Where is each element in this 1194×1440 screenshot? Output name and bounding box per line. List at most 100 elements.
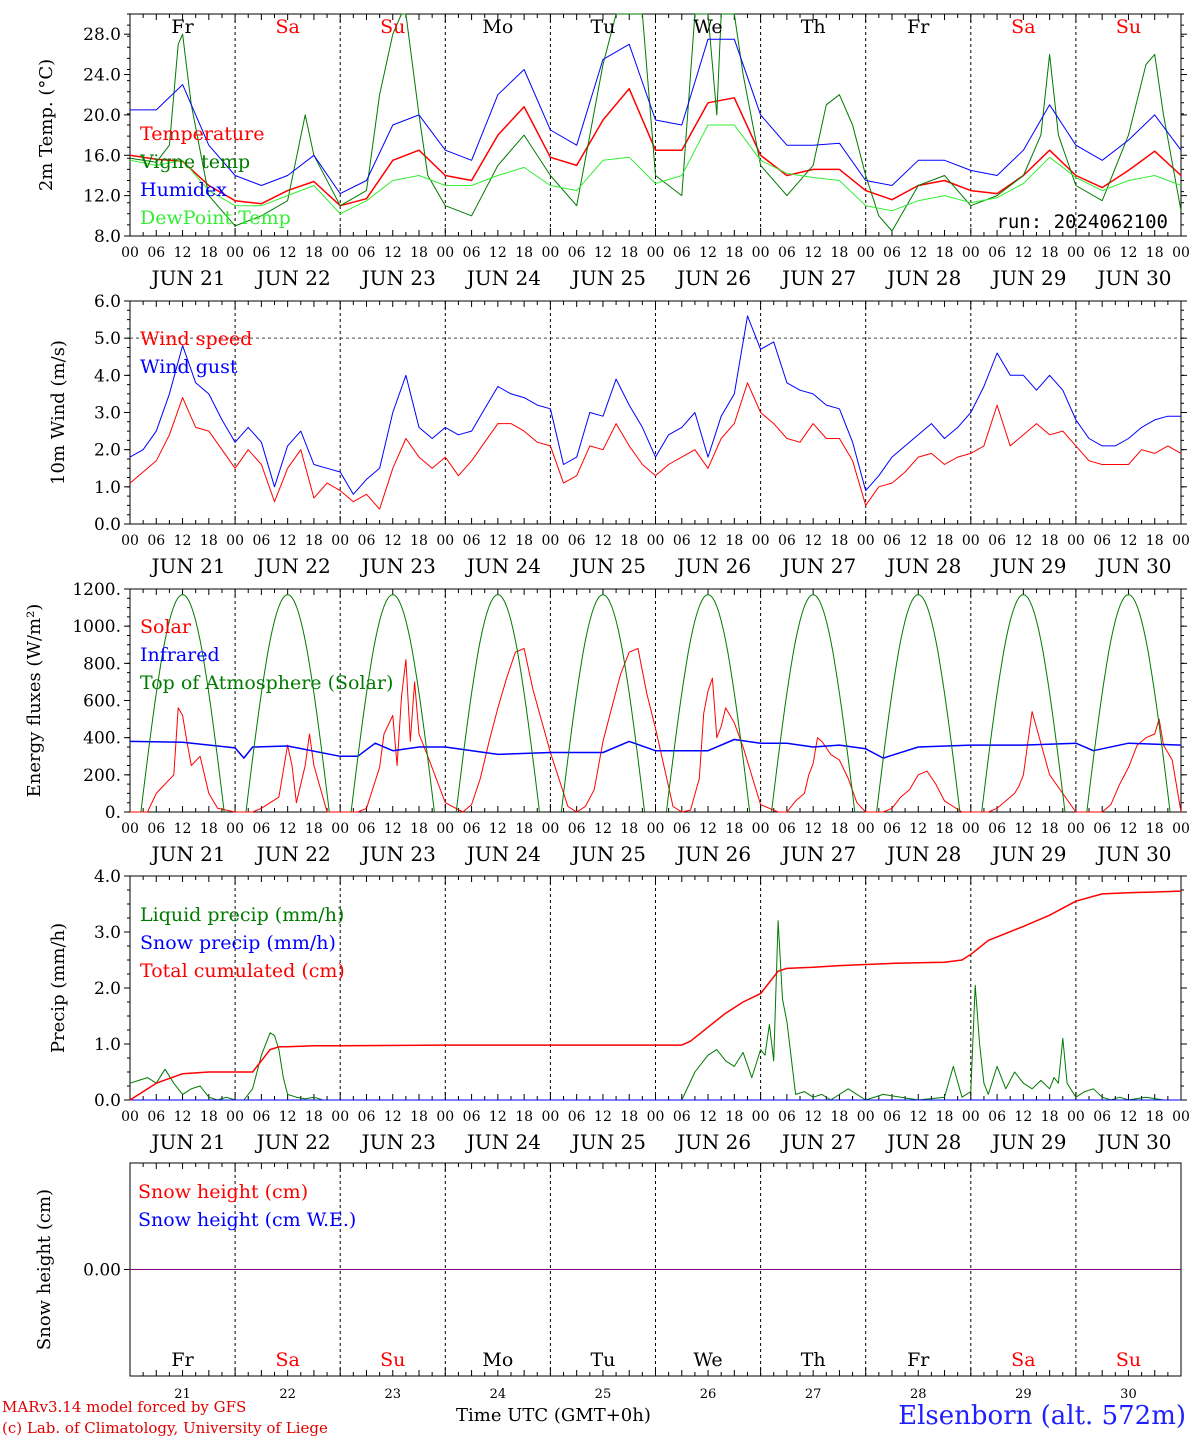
day-label: JUN 26 bbox=[675, 1130, 751, 1154]
hour-tick-label: 12 bbox=[489, 1109, 507, 1125]
hour-tick-label: 06 bbox=[147, 533, 165, 549]
y-axis-title: Precip (mm/h) bbox=[48, 923, 69, 1053]
day-label: JUN 28 bbox=[885, 1130, 961, 1154]
hour-tick-label: 18 bbox=[200, 821, 218, 837]
y-tick-label: 400. bbox=[83, 729, 121, 749]
hour-tick-label: 06 bbox=[147, 245, 165, 261]
hour-tick-label: 06 bbox=[778, 821, 796, 837]
hour-tick-label: 06 bbox=[147, 821, 165, 837]
hour-tick-label: 18 bbox=[936, 821, 954, 837]
legend-entry: Temperature bbox=[140, 123, 264, 145]
hour-tick-label: 00 bbox=[226, 533, 244, 549]
hour-tick-label: 12 bbox=[174, 245, 192, 261]
day-label: JUN 30 bbox=[1095, 842, 1171, 866]
hour-tick-label: 00 bbox=[647, 245, 665, 261]
hour-tick-label: 12 bbox=[594, 533, 612, 549]
hour-tick-label: 06 bbox=[988, 245, 1006, 261]
day-label: JUN 24 bbox=[465, 1130, 541, 1154]
day-label: JUN 26 bbox=[675, 554, 751, 578]
hour-tick-label: 18 bbox=[936, 1109, 954, 1125]
weekday-label: Sa bbox=[1011, 1349, 1035, 1371]
hour-tick-label: 00 bbox=[752, 245, 770, 261]
weekday-label: Sa bbox=[275, 1349, 299, 1371]
day-label: JUN 25 bbox=[570, 266, 646, 290]
hour-tick-label: 18 bbox=[831, 821, 849, 837]
day-number-label: 25 bbox=[595, 1387, 612, 1400]
legend-entry: Snow precip (mm/h) bbox=[140, 932, 336, 954]
hour-tick-label: 12 bbox=[1014, 821, 1032, 837]
day-label: JUN 26 bbox=[675, 266, 751, 290]
y-axis-title: Energy fluxes (W/m²) bbox=[24, 604, 45, 798]
legend-entry: Humidex bbox=[140, 179, 227, 201]
day-label: JUN 24 bbox=[465, 842, 541, 866]
hour-tick-label: 12 bbox=[279, 821, 297, 837]
hour-tick-label: 18 bbox=[620, 1109, 638, 1125]
day-label: JUN 23 bbox=[360, 266, 436, 290]
hour-tick-label: 12 bbox=[384, 1109, 402, 1125]
hour-tick-label: 06 bbox=[988, 1109, 1006, 1125]
hour-tick-label: 18 bbox=[410, 245, 428, 261]
legend-entry: Infrared bbox=[140, 644, 220, 666]
series-line-toa-solar bbox=[876, 594, 961, 813]
day-label: JUN 21 bbox=[149, 842, 225, 866]
hour-tick-label: 12 bbox=[384, 821, 402, 837]
day-label: JUN 21 bbox=[149, 554, 225, 578]
hour-tick-label: 06 bbox=[358, 533, 376, 549]
hour-tick-label: 06 bbox=[673, 533, 691, 549]
day-label: JUN 28 bbox=[885, 266, 961, 290]
hour-tick-label: 12 bbox=[594, 821, 612, 837]
legend-entry: DewPoint Temp bbox=[140, 207, 291, 229]
y-tick-label: 4.0 bbox=[94, 867, 121, 887]
series-line-toa-solar bbox=[665, 594, 751, 813]
hour-tick-label: 06 bbox=[988, 533, 1006, 549]
hour-tick-label: 00 bbox=[541, 821, 559, 837]
y-tick-label: 200. bbox=[83, 766, 121, 786]
hour-tick-label: 12 bbox=[804, 245, 822, 261]
weekday-label: Su bbox=[380, 16, 405, 38]
legend-entry: Solar bbox=[140, 616, 192, 638]
weekday-label: Mo bbox=[482, 1349, 513, 1371]
series-line-toa-solar bbox=[981, 594, 1066, 813]
y-tick-label: 8.0 bbox=[94, 227, 121, 247]
hour-tick-label: 18 bbox=[1146, 821, 1164, 837]
hour-tick-label: 00 bbox=[962, 245, 980, 261]
weekday-label: We bbox=[693, 1349, 722, 1371]
hour-tick-label: 12 bbox=[909, 533, 927, 549]
hour-tick-label: 00 bbox=[121, 245, 139, 261]
plot-frame bbox=[129, 588, 1182, 813]
day-label: JUN 23 bbox=[360, 1130, 436, 1154]
y-tick-label: 3.0 bbox=[94, 923, 121, 943]
y-axis-title: 2m Temp. (°C) bbox=[36, 59, 57, 191]
weekday-label: Su bbox=[1116, 1349, 1141, 1371]
day-label: JUN 25 bbox=[570, 842, 646, 866]
hour-tick-label: 00 bbox=[331, 1109, 349, 1125]
series-line-toa-solar bbox=[771, 594, 856, 813]
hour-tick-label: 18 bbox=[1041, 1109, 1059, 1125]
series-line-toa-solar bbox=[1086, 594, 1171, 813]
hour-tick-label: 06 bbox=[778, 1109, 796, 1125]
x-ticks bbox=[129, 301, 1182, 524]
hour-tick-label: 18 bbox=[305, 1109, 323, 1125]
hour-tick-label: 18 bbox=[725, 1109, 743, 1125]
hour-tick-label: 00 bbox=[331, 821, 349, 837]
hour-tick-label: 06 bbox=[568, 821, 586, 837]
day-label: JUN 23 bbox=[360, 842, 436, 866]
hour-tick-label: 00 bbox=[857, 1109, 875, 1125]
y-tick-label: 28.0 bbox=[83, 25, 121, 45]
hour-tick-label: 00 bbox=[436, 245, 454, 261]
y-minor-ticks bbox=[127, 588, 1184, 813]
hour-tick-label: 00 bbox=[857, 533, 875, 549]
hour-tick-label: 06 bbox=[673, 821, 691, 837]
x-ticks bbox=[129, 876, 1182, 1100]
weekday-label: Sa bbox=[1011, 16, 1035, 38]
y-tick-label: 1200. bbox=[72, 580, 121, 600]
legend-entry: Total cumulated (cm) bbox=[140, 960, 345, 982]
hour-tick-label: 06 bbox=[883, 533, 901, 549]
hour-tick-label: 12 bbox=[804, 533, 822, 549]
day-number-label: 28 bbox=[910, 1387, 927, 1400]
hour-tick-label: 06 bbox=[883, 821, 901, 837]
y-minor-ticks bbox=[127, 300, 1184, 525]
hour-tick-label: 12 bbox=[1120, 245, 1138, 261]
hour-tick-label: 12 bbox=[909, 1109, 927, 1125]
hour-tick-label: 12 bbox=[699, 533, 717, 549]
